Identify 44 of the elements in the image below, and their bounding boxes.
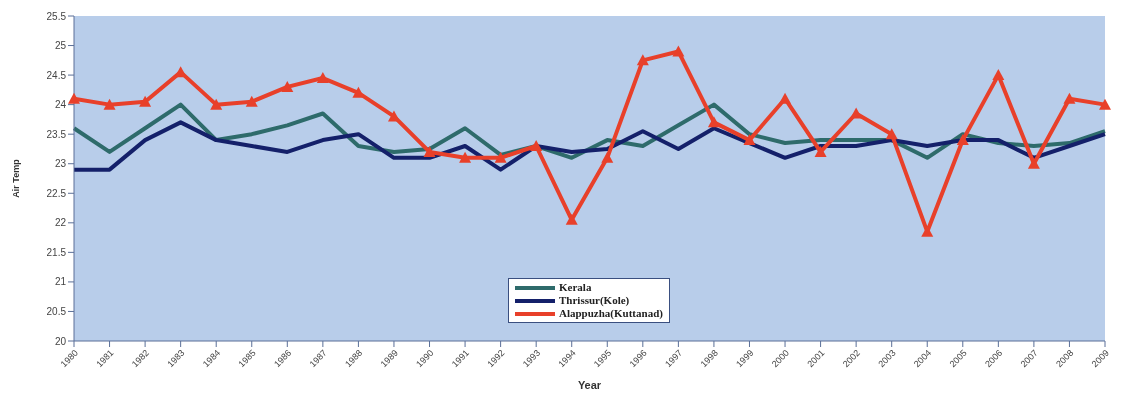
point — [885, 128, 898, 140]
legend-label: Thrissur(Kole) — [559, 294, 630, 307]
y-tick-label: 20.5 — [46, 306, 67, 317]
point — [814, 145, 827, 157]
point — [565, 213, 578, 225]
y-tick-label: 25.5 — [46, 10, 67, 22]
point — [494, 151, 507, 163]
y-tick-label: 25 — [54, 40, 67, 52]
point — [245, 95, 258, 107]
point — [672, 45, 685, 57]
point — [423, 145, 436, 157]
point — [992, 69, 1005, 81]
y-axis-title: Air Temp — [11, 158, 22, 198]
point — [601, 151, 614, 163]
y-tick-label: 21 — [54, 276, 67, 288]
point — [210, 98, 223, 110]
point — [387, 110, 400, 122]
y-tick-label: 24 — [54, 99, 67, 111]
y-tick-label: 20 — [54, 335, 67, 347]
point — [139, 95, 152, 107]
point — [103, 98, 116, 110]
x-axis-title: Year — [577, 379, 602, 391]
point — [779, 92, 792, 104]
point — [743, 134, 756, 146]
point — [68, 92, 80, 104]
legend-label: Kerala — [559, 281, 592, 294]
y-tick-label: 23.5 — [46, 128, 67, 140]
point — [316, 72, 329, 84]
point — [1063, 92, 1076, 104]
point — [281, 80, 294, 92]
point — [850, 107, 863, 119]
y-tick-label: 24.5 — [46, 69, 67, 81]
point — [530, 140, 543, 151]
y-tick-label: 21.5 — [46, 246, 67, 258]
y-tick-label: 23 — [54, 158, 67, 170]
point — [636, 54, 649, 66]
point — [459, 151, 472, 163]
y-tick-label: 22 — [54, 217, 67, 229]
point — [707, 116, 720, 128]
legend-label: Alappuzha(Kuttanad) — [559, 307, 663, 320]
y-tick-label: 22.5 — [46, 187, 67, 199]
point — [1027, 157, 1040, 169]
point — [1099, 98, 1111, 110]
point — [956, 134, 969, 146]
